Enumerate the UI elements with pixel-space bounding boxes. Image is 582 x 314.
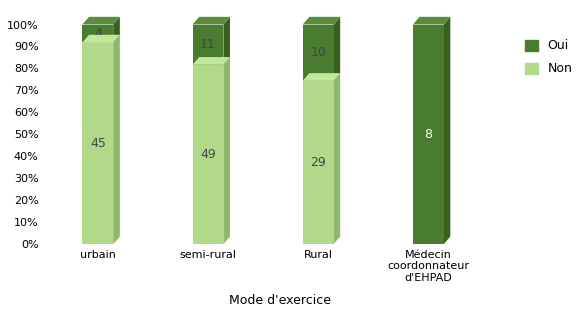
- Polygon shape: [443, 17, 450, 244]
- Polygon shape: [83, 17, 120, 24]
- Bar: [83, 42, 113, 244]
- Legend: Oui, Non: Oui, Non: [523, 37, 575, 78]
- Text: 45: 45: [90, 137, 106, 150]
- Polygon shape: [223, 17, 230, 65]
- Text: 11: 11: [200, 38, 216, 51]
- Polygon shape: [83, 35, 120, 42]
- Bar: [83, 24, 113, 42]
- Bar: [193, 65, 223, 244]
- Polygon shape: [193, 17, 230, 24]
- Polygon shape: [333, 17, 340, 81]
- Bar: [303, 24, 333, 81]
- X-axis label: Mode d'exercice: Mode d'exercice: [229, 294, 331, 307]
- Text: 29: 29: [310, 156, 326, 169]
- Polygon shape: [113, 35, 120, 244]
- Polygon shape: [223, 57, 230, 244]
- Text: 4: 4: [94, 27, 102, 40]
- Polygon shape: [303, 73, 340, 81]
- Polygon shape: [113, 17, 120, 42]
- Bar: [413, 24, 443, 244]
- Text: 10: 10: [310, 46, 326, 59]
- Bar: [193, 24, 223, 65]
- Polygon shape: [413, 17, 450, 24]
- Bar: [303, 81, 333, 244]
- Text: 49: 49: [200, 148, 216, 161]
- Polygon shape: [303, 17, 340, 24]
- Polygon shape: [193, 57, 230, 65]
- Text: 8: 8: [424, 128, 432, 141]
- Polygon shape: [333, 73, 340, 244]
